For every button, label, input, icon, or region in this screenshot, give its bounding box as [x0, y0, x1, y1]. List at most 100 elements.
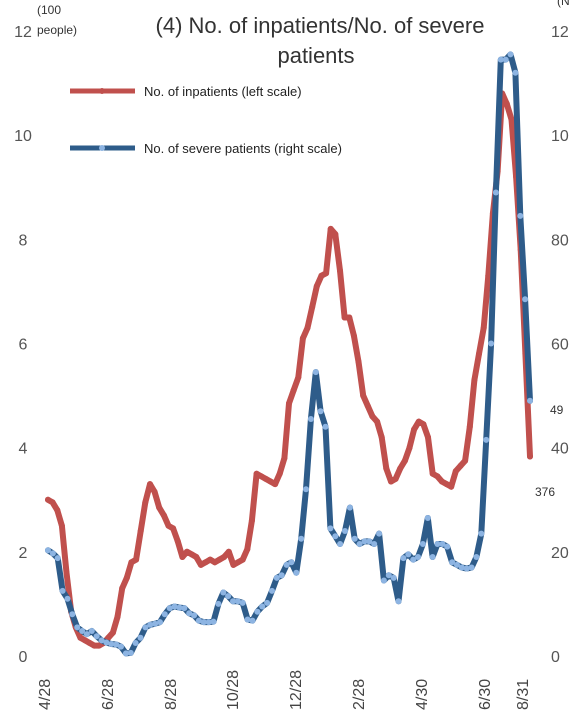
legend-swatch-marker	[99, 145, 105, 151]
x-tick-label: 6/30	[477, 679, 494, 710]
data-point	[406, 444, 413, 451]
data-point	[411, 426, 418, 433]
data-point	[244, 546, 251, 553]
data-point	[299, 335, 306, 342]
data-point	[200, 619, 207, 626]
data-point	[429, 554, 436, 560]
data-point	[415, 554, 421, 560]
data-point	[151, 488, 158, 495]
data-point	[503, 100, 510, 107]
data-point	[290, 387, 297, 394]
x-axis-ticks: 4/28 6/28 8/28 10/28 12/28 2/28 4/30 6/30 8/31	[37, 670, 532, 710]
data-point	[142, 499, 149, 506]
data-point	[492, 189, 499, 196]
data-point	[483, 436, 490, 443]
data-point	[272, 481, 279, 488]
data-point	[157, 619, 163, 626]
data-point	[171, 603, 178, 610]
data-point	[355, 358, 362, 365]
data-point	[45, 547, 51, 554]
data-point	[161, 611, 168, 618]
data-point	[488, 340, 495, 347]
data-point	[293, 569, 300, 576]
data-point	[170, 525, 177, 532]
data-point	[88, 628, 95, 634]
data-point	[123, 574, 130, 581]
data-point	[429, 470, 436, 477]
data-point	[276, 470, 283, 477]
data-point	[58, 522, 65, 529]
data-point	[364, 403, 371, 409]
left-tick-label: 10	[14, 128, 32, 145]
left-axis-unit-line-2: people)	[37, 23, 77, 37]
data-point	[322, 423, 329, 430]
data-point	[211, 559, 218, 566]
legend-label: No. of severe patients (right scale)	[144, 141, 342, 156]
data-point	[105, 634, 112, 641]
data-point	[425, 434, 431, 441]
data-point	[54, 555, 61, 562]
data-point	[128, 559, 135, 566]
data-point	[517, 212, 524, 219]
chart-title-line-1: (4) No. of inpatients/No. of severe	[156, 13, 485, 38]
data-point	[174, 538, 181, 545]
data-point	[286, 400, 292, 407]
data-point	[133, 556, 140, 563]
legend-label: No. of inpatients (left scale)	[144, 84, 302, 99]
data-point	[313, 283, 320, 290]
data-point	[63, 569, 70, 576]
data-point	[434, 541, 441, 547]
data-point	[93, 633, 100, 640]
data-point	[49, 499, 56, 506]
data-point	[507, 51, 514, 58]
left-axis-ticks: 0 2 4 6 8 10 12	[14, 24, 32, 666]
left-tick-label: 12	[14, 24, 32, 41]
data-point	[49, 550, 56, 557]
data-point	[390, 574, 397, 581]
right-tick-label: 0	[551, 649, 560, 666]
data-point	[109, 629, 116, 636]
data-point	[497, 56, 504, 63]
data-point	[397, 465, 404, 472]
data-point	[281, 455, 288, 462]
data-point	[69, 611, 76, 618]
left-tick-label: 4	[19, 441, 28, 458]
x-tick-label: 6/28	[100, 679, 117, 710]
data-point	[415, 418, 422, 425]
legend-swatch-marker	[99, 88, 105, 94]
data-point	[82, 637, 89, 644]
data-point	[127, 649, 134, 656]
data-point	[269, 587, 275, 594]
data-point	[458, 564, 465, 571]
data-point	[468, 564, 475, 571]
data-point	[337, 541, 344, 547]
data-point	[122, 650, 129, 657]
data-point	[527, 453, 533, 460]
data-point	[248, 517, 255, 524]
x-tick-label: 2/28	[351, 679, 368, 710]
data-point	[239, 599, 246, 606]
data-point	[385, 572, 392, 579]
data-point	[54, 507, 61, 514]
data-point	[466, 423, 473, 430]
data-point	[216, 556, 223, 563]
data-point	[443, 481, 450, 488]
data-point	[502, 56, 509, 63]
data-point	[176, 604, 183, 611]
data-point	[273, 574, 280, 581]
data-point	[405, 551, 412, 558]
data-point	[424, 515, 431, 521]
data-point	[527, 397, 533, 404]
data-point	[147, 481, 153, 488]
x-tick-label: 4/30	[414, 679, 431, 710]
data-point	[454, 561, 460, 568]
data-point	[369, 413, 376, 420]
data-point	[476, 350, 482, 357]
data-point	[337, 267, 343, 274]
data-point	[346, 314, 353, 321]
data-point	[304, 324, 311, 331]
data-point	[360, 392, 367, 399]
data-point	[156, 504, 163, 511]
data-point	[184, 548, 190, 555]
